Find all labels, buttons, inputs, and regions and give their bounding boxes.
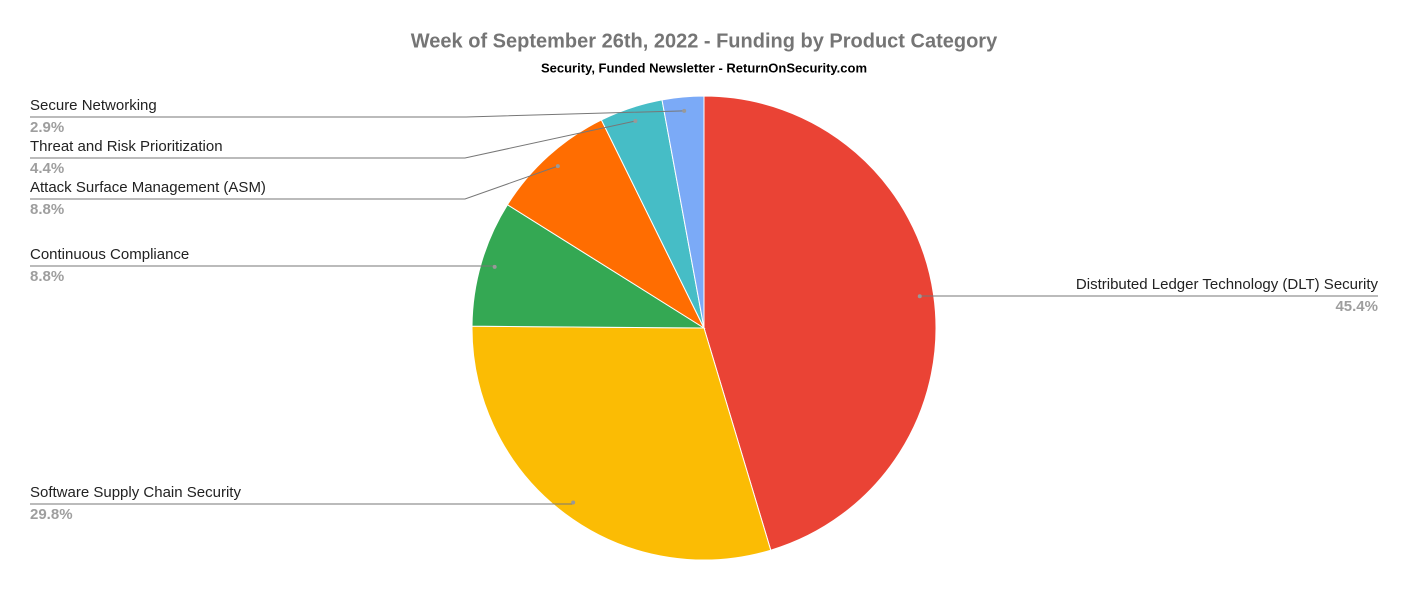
value-label: 45.4% bbox=[1335, 298, 1378, 315]
value-label: 4.4% bbox=[30, 160, 64, 177]
leader-dot bbox=[917, 294, 922, 299]
value-label: 2.9% bbox=[30, 119, 64, 136]
leader-dot bbox=[682, 108, 687, 113]
leader-dot bbox=[571, 500, 576, 505]
category-label: Secure Networking bbox=[30, 97, 157, 114]
category-label: Software Supply Chain Security bbox=[30, 484, 241, 501]
value-label: 8.8% bbox=[30, 201, 64, 218]
leader-line bbox=[30, 120, 636, 159]
leader-line bbox=[30, 165, 559, 200]
value-label: 29.8% bbox=[30, 506, 73, 523]
pie-slice bbox=[703, 95, 937, 551]
pie-slice bbox=[661, 95, 705, 329]
leader-line bbox=[30, 110, 685, 118]
category-label: Continuous Compliance bbox=[30, 246, 189, 263]
leader-dot bbox=[555, 164, 560, 169]
pie-slice bbox=[471, 204, 706, 329]
category-label: Distributed Ledger Technology (DLT) Secu… bbox=[1076, 276, 1379, 293]
pie-slice bbox=[506, 119, 706, 330]
category-label: Threat and Risk Prioritization bbox=[30, 138, 223, 155]
chart-subtitle: Security, Funded Newsletter - ReturnOnSe… bbox=[541, 60, 867, 75]
pie-slice bbox=[471, 325, 772, 561]
category-label: Attack Surface Management (ASM) bbox=[30, 179, 266, 196]
leader-dot bbox=[633, 118, 638, 123]
chart-title: Week of September 26th, 2022 - Funding b… bbox=[411, 30, 998, 52]
leader-dot bbox=[492, 264, 497, 269]
value-label: 8.8% bbox=[30, 268, 64, 285]
